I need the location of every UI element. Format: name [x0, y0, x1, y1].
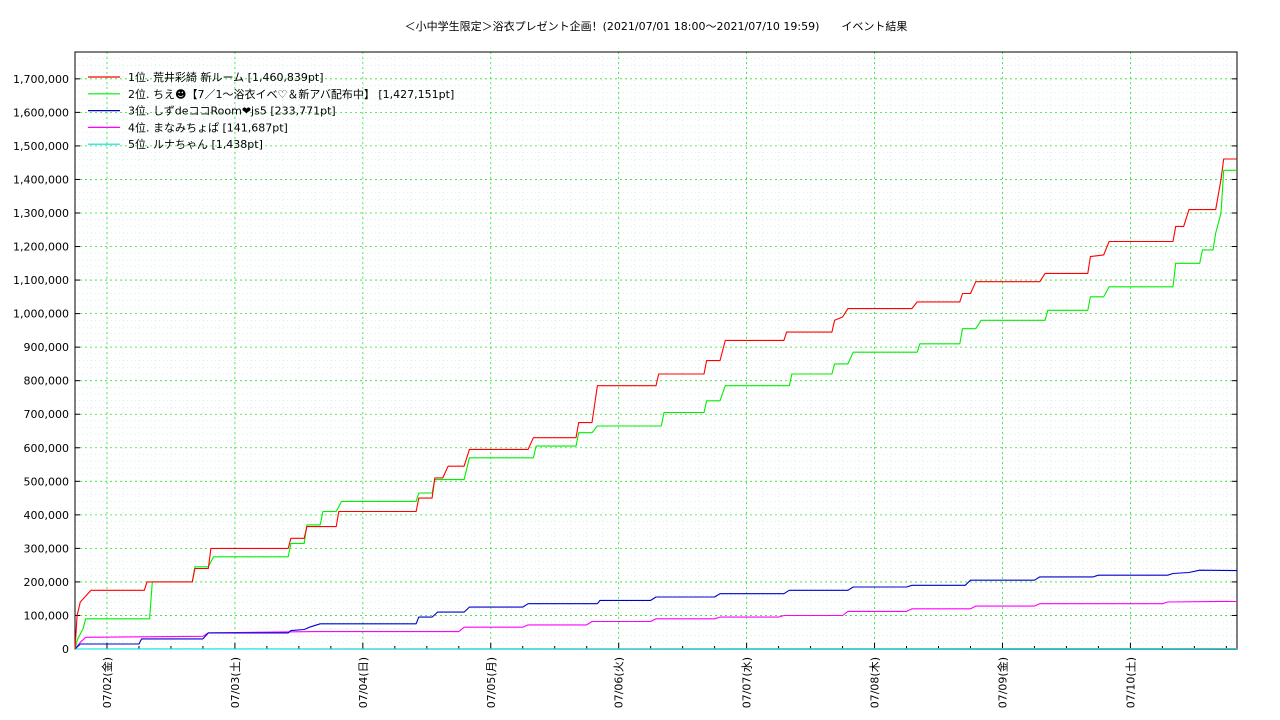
legend-entry: 2位. ちえ☻【7／1〜浴衣イベ♡＆新アバ配布中】 [1,427,151pt]	[128, 87, 454, 101]
x-tick-label: 07/06(火)	[613, 657, 626, 708]
series-line-5th	[74, 647, 1238, 650]
y-tick-label: 1,300,000	[13, 207, 69, 220]
x-tick-label: 07/02(金)	[100, 657, 114, 708]
y-tick-label: 500,000	[24, 475, 70, 488]
y-tick-label: 1,600,000	[13, 106, 69, 119]
x-tick-label: 07/05(月)	[485, 657, 498, 708]
y-tick-label: 700,000	[24, 408, 70, 421]
series-line-3rd	[74, 569, 1238, 650]
y-tick-label: 900,000	[24, 341, 70, 354]
minor-grid	[74, 51, 1237, 649]
y-tick-label: 1,500,000	[13, 140, 69, 153]
series-line-4th	[74, 600, 1238, 650]
y-tick-label: 600,000	[24, 442, 70, 455]
y-tick-label: 400,000	[24, 509, 70, 522]
y-tick-label: 200,000	[24, 576, 70, 589]
x-tick-label: 07/04(日)	[357, 657, 370, 708]
x-axis: 07/02(金) 07/03(土) 07/04(日) 07/05(月) 07/06(火)…	[74, 643, 1227, 708]
x-tick-label: 07/09(金)	[995, 657, 1009, 708]
y-tick-label: 300,000	[24, 542, 70, 555]
y-tick-label: 100,000	[24, 609, 70, 622]
major-grid	[75, 52, 1237, 649]
x-tick-label: 07/07(水)	[741, 657, 754, 708]
legend-entry: 1位. 荒井彩綺 新ルーム [1,460,839pt]	[128, 70, 324, 84]
y-tick-label: 1,100,000	[13, 274, 69, 287]
y-tick-label: 800,000	[24, 375, 70, 388]
legend-entry: 3位. しずdeココRoom❤js5 [233,771pt]	[128, 104, 336, 118]
legend-entry: 5位. ルナちゃん [1,438pt]	[128, 137, 263, 151]
series-lines	[74, 158, 1238, 650]
legend: 1位. 荒井彩綺 新ルーム [1,460,839pt] 2位. ちえ☻【7／1〜浴…	[88, 70, 454, 151]
x-tick-label: 07/08(木)	[869, 657, 882, 708]
series-line-1st	[74, 158, 1237, 650]
y-tick-label: 0	[62, 643, 69, 656]
series-line-2nd	[74, 169, 1237, 650]
y-tick-label: 1,200,000	[13, 241, 69, 254]
y-tick-label: 1,400,000	[13, 173, 69, 186]
y-tick-label: 1,000,000	[13, 308, 69, 321]
chart-title: ＜小中学生限定＞浴衣プレゼント企画！(2021/07/01 18:00～2021…	[405, 19, 908, 33]
y-axis: 0 100,000 200,000 300,000 400,000 500,000 600,…	[13, 73, 1237, 656]
x-tick-label: 07/10(土)	[1124, 657, 1137, 708]
x-tick-label: 07/03(土)	[229, 657, 242, 708]
legend-entry: 4位. まなみちょぱ [141,687pt]	[128, 120, 288, 134]
y-tick-label: 1,700,000	[13, 73, 69, 86]
